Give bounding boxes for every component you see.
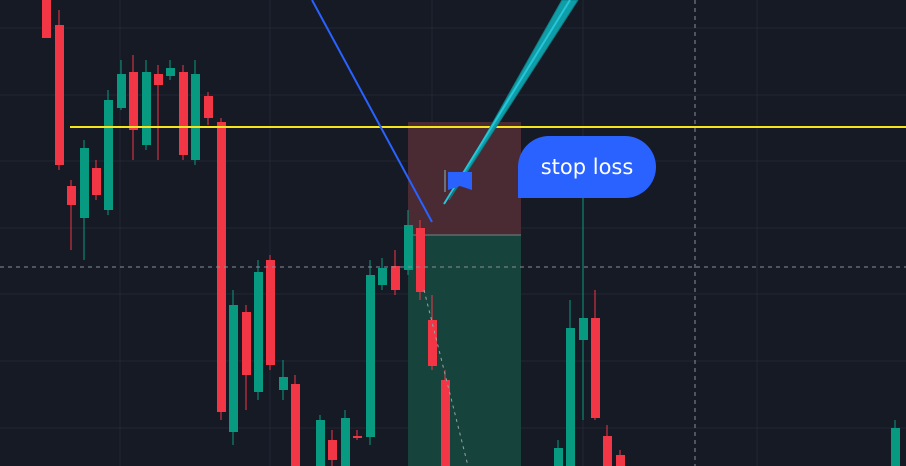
candle — [291, 375, 300, 466]
candle — [404, 210, 413, 275]
candle-body — [341, 418, 350, 466]
candle-body — [428, 320, 437, 366]
candle — [416, 220, 425, 300]
candle — [341, 410, 350, 466]
candle — [266, 255, 275, 370]
candle — [129, 55, 138, 160]
candle-body — [129, 72, 138, 130]
candle-body — [254, 272, 263, 392]
candle — [104, 90, 113, 215]
candle — [42, 0, 51, 38]
candle — [229, 290, 238, 445]
candle-body — [142, 72, 151, 145]
candle-body — [42, 0, 51, 38]
candle-body — [266, 260, 275, 365]
candle-body — [55, 25, 64, 165]
candle-body — [591, 318, 600, 418]
candle — [441, 370, 450, 466]
candle-body — [104, 100, 113, 210]
candle-body — [616, 455, 625, 466]
candle-body — [566, 328, 575, 466]
candle — [242, 305, 251, 410]
candle — [328, 430, 337, 466]
candle — [117, 60, 126, 110]
candle-body — [80, 148, 89, 218]
candle-body — [328, 440, 337, 460]
candle — [67, 180, 76, 250]
candle-body — [166, 68, 175, 76]
arrow-drawing[interactable] — [448, 0, 579, 201]
candle — [279, 360, 288, 400]
candle — [554, 440, 563, 466]
candle-body — [441, 380, 450, 466]
flag-icon[interactable] — [444, 170, 472, 192]
candle — [191, 60, 200, 165]
candle-body — [217, 122, 226, 412]
candle — [391, 250, 400, 295]
candle — [254, 260, 263, 400]
candle — [179, 65, 188, 160]
candle-body — [204, 96, 213, 118]
stop-loss-callout[interactable]: stop loss — [518, 136, 656, 198]
candle-body — [279, 377, 288, 390]
candle-body — [416, 228, 425, 292]
candle — [591, 290, 600, 420]
candle-body — [191, 74, 200, 160]
candle — [142, 60, 151, 150]
candle — [353, 430, 362, 440]
trend-line[interactable] — [311, 0, 433, 223]
candle — [566, 300, 575, 466]
candle-body — [154, 74, 163, 85]
candle-body — [67, 186, 76, 205]
candle — [217, 118, 226, 420]
candle — [579, 195, 588, 420]
candle-body — [378, 268, 387, 285]
candle-body — [179, 72, 188, 155]
candle-body — [242, 312, 251, 375]
candle-body — [229, 305, 238, 432]
candle — [204, 92, 213, 125]
candle-body — [391, 266, 400, 290]
callout-label: stop loss — [540, 155, 634, 179]
candle-body — [891, 428, 900, 466]
candle — [316, 415, 325, 466]
candlesticks — [42, 0, 900, 466]
candle-body — [291, 384, 300, 466]
reward-zone[interactable] — [408, 235, 521, 466]
candle-body — [554, 448, 563, 466]
candle-body — [117, 74, 126, 108]
candle-body — [579, 318, 588, 340]
candle — [80, 140, 89, 260]
candle — [603, 425, 612, 466]
candle-body — [92, 168, 101, 195]
candle — [616, 450, 625, 466]
candle-body — [603, 436, 612, 466]
projection-line — [423, 289, 469, 466]
arrow-drawing-tip — [443, 0, 571, 205]
candle-body — [404, 225, 413, 270]
candle — [92, 160, 101, 200]
candle — [428, 295, 437, 370]
candle — [166, 60, 175, 80]
candle-body — [316, 420, 325, 466]
candle-body — [353, 436, 362, 438]
candle — [891, 420, 900, 466]
candle — [154, 65, 163, 160]
candle — [378, 258, 387, 290]
candle — [55, 10, 64, 170]
candle-body — [366, 275, 375, 437]
candle — [366, 260, 375, 445]
